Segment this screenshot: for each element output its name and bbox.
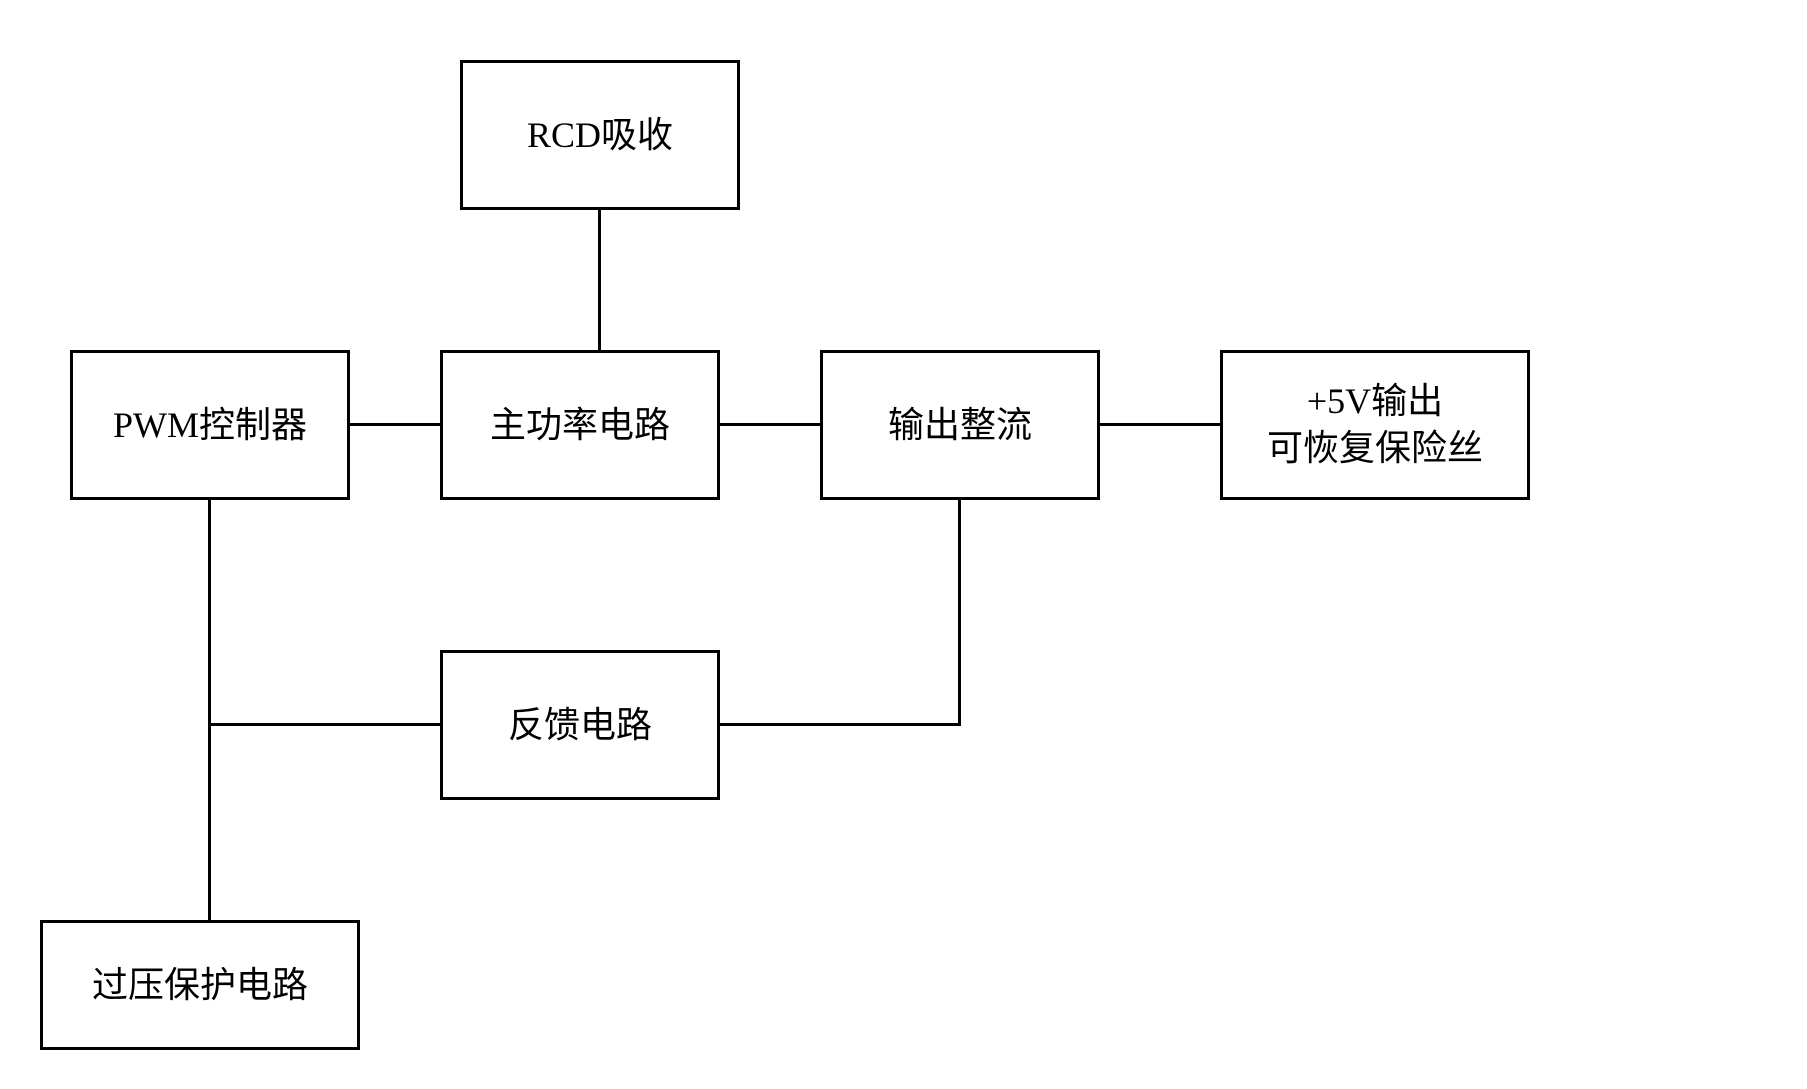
node-rcd: RCD吸收	[460, 60, 740, 210]
node-main-power: 主功率电路	[440, 350, 720, 500]
node-output-5v-label: +5V输出 可恢复保险丝	[1267, 378, 1483, 472]
node-output-rect-label: 输出整流	[888, 402, 1032, 449]
edge-rect-feedback-v	[958, 500, 961, 725]
edge-main-rect	[720, 423, 820, 426]
edge-feedback-junction-h	[208, 723, 440, 726]
node-rcd-label: RCD吸收	[527, 112, 673, 159]
node-pwm-label: PWM控制器	[113, 402, 307, 449]
node-output-rect: 输出整流	[820, 350, 1100, 500]
node-feedback: 反馈电路	[440, 650, 720, 800]
node-overvoltage: 过压保护电路	[40, 920, 360, 1050]
block-diagram: RCD吸收 PWM控制器 主功率电路 输出整流 +5V输出 可恢复保险丝 反馈电…	[0, 0, 1807, 1089]
edge-rect-feedback-h	[720, 723, 961, 726]
edge-rect-5v	[1100, 423, 1220, 426]
node-pwm: PWM控制器	[70, 350, 350, 500]
node-main-power-label: 主功率电路	[490, 402, 670, 449]
node-feedback-label: 反馈电路	[508, 702, 652, 749]
edge-rcd-main	[598, 210, 601, 350]
edge-pwm-main	[350, 423, 440, 426]
node-overvoltage-label: 过压保护电路	[92, 962, 308, 1009]
edge-trunk-v	[208, 500, 211, 920]
node-output-5v: +5V输出 可恢复保险丝	[1220, 350, 1530, 500]
